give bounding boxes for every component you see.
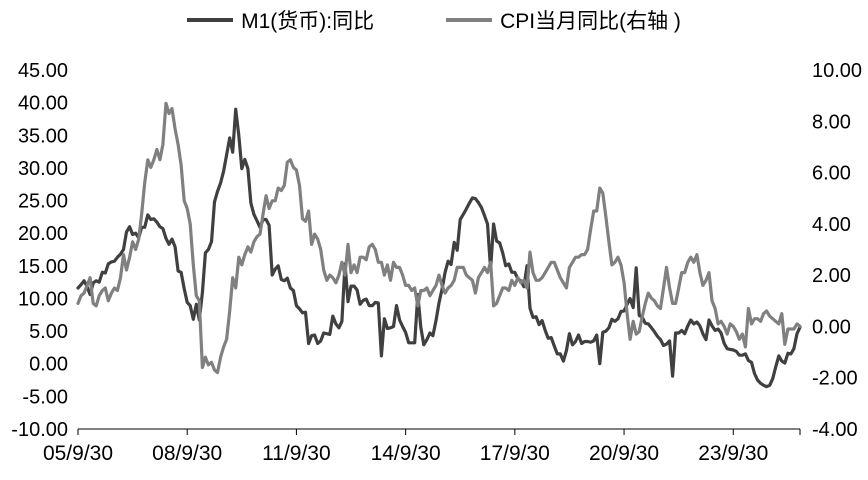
y-axis-left-label: 25.00 xyxy=(18,191,68,213)
y-axis-left-label: 45.00 xyxy=(18,60,68,82)
cpi-line-swatch xyxy=(446,18,493,22)
y-axis-left-label: 20.00 xyxy=(18,223,68,245)
x-axis-label: 08/9/30 xyxy=(152,442,222,465)
x-axis-label: 14/9/30 xyxy=(371,442,441,465)
y-axis-right-label: 0.00 xyxy=(812,316,851,338)
legend-item-m1: M1(货币):同比 xyxy=(187,5,374,35)
legend-item-cpi: CPI当月同比(右轴 ) xyxy=(446,5,681,35)
x-axis-label: 11/9/30 xyxy=(262,442,331,465)
y-axis-right-label: 8.00 xyxy=(812,111,851,133)
y-axis-left-label: 30.00 xyxy=(18,158,68,180)
chart-legend: M1(货币):同比 CPI当月同比(右轴 ) xyxy=(0,5,868,35)
x-axis-label: 05/9/30 xyxy=(43,442,113,465)
y-axis-right-label: 6.00 xyxy=(812,163,851,185)
y-axis-left-label: 40.00 xyxy=(18,93,68,115)
legend-label-cpi: CPI当月同比(右轴 ) xyxy=(500,10,681,33)
x-axis-label: 17/9/30 xyxy=(480,442,550,465)
y-axis-right-label: -4.00 xyxy=(812,419,858,441)
cpi-series-line xyxy=(76,101,802,375)
y-axis-left-label: -5.00 xyxy=(22,386,68,408)
x-axis-label: 20/9/30 xyxy=(589,442,659,465)
m1-line-swatch xyxy=(187,18,234,22)
y-axis-left-label: 35.00 xyxy=(18,125,68,147)
y-axis-right-label: -2.00 xyxy=(812,368,858,390)
y-axis-left-label: 15.00 xyxy=(18,256,68,278)
y-axis-left-label: -10.00 xyxy=(11,419,68,441)
y-axis-left-label: 10.00 xyxy=(18,288,68,310)
y-axis-right-label: 4.00 xyxy=(812,214,851,236)
y-axis-right-label: 10.00 xyxy=(812,60,862,82)
y-axis-left-label: 5.00 xyxy=(29,321,68,343)
y-axis-left-label: 0.00 xyxy=(29,354,68,376)
m1-series-line xyxy=(76,107,802,389)
x-axis-label: 23/9/30 xyxy=(698,442,768,465)
y-axis-right-label: 2.00 xyxy=(812,265,851,287)
legend-label-m1: M1(货币):同比 xyxy=(241,10,375,33)
